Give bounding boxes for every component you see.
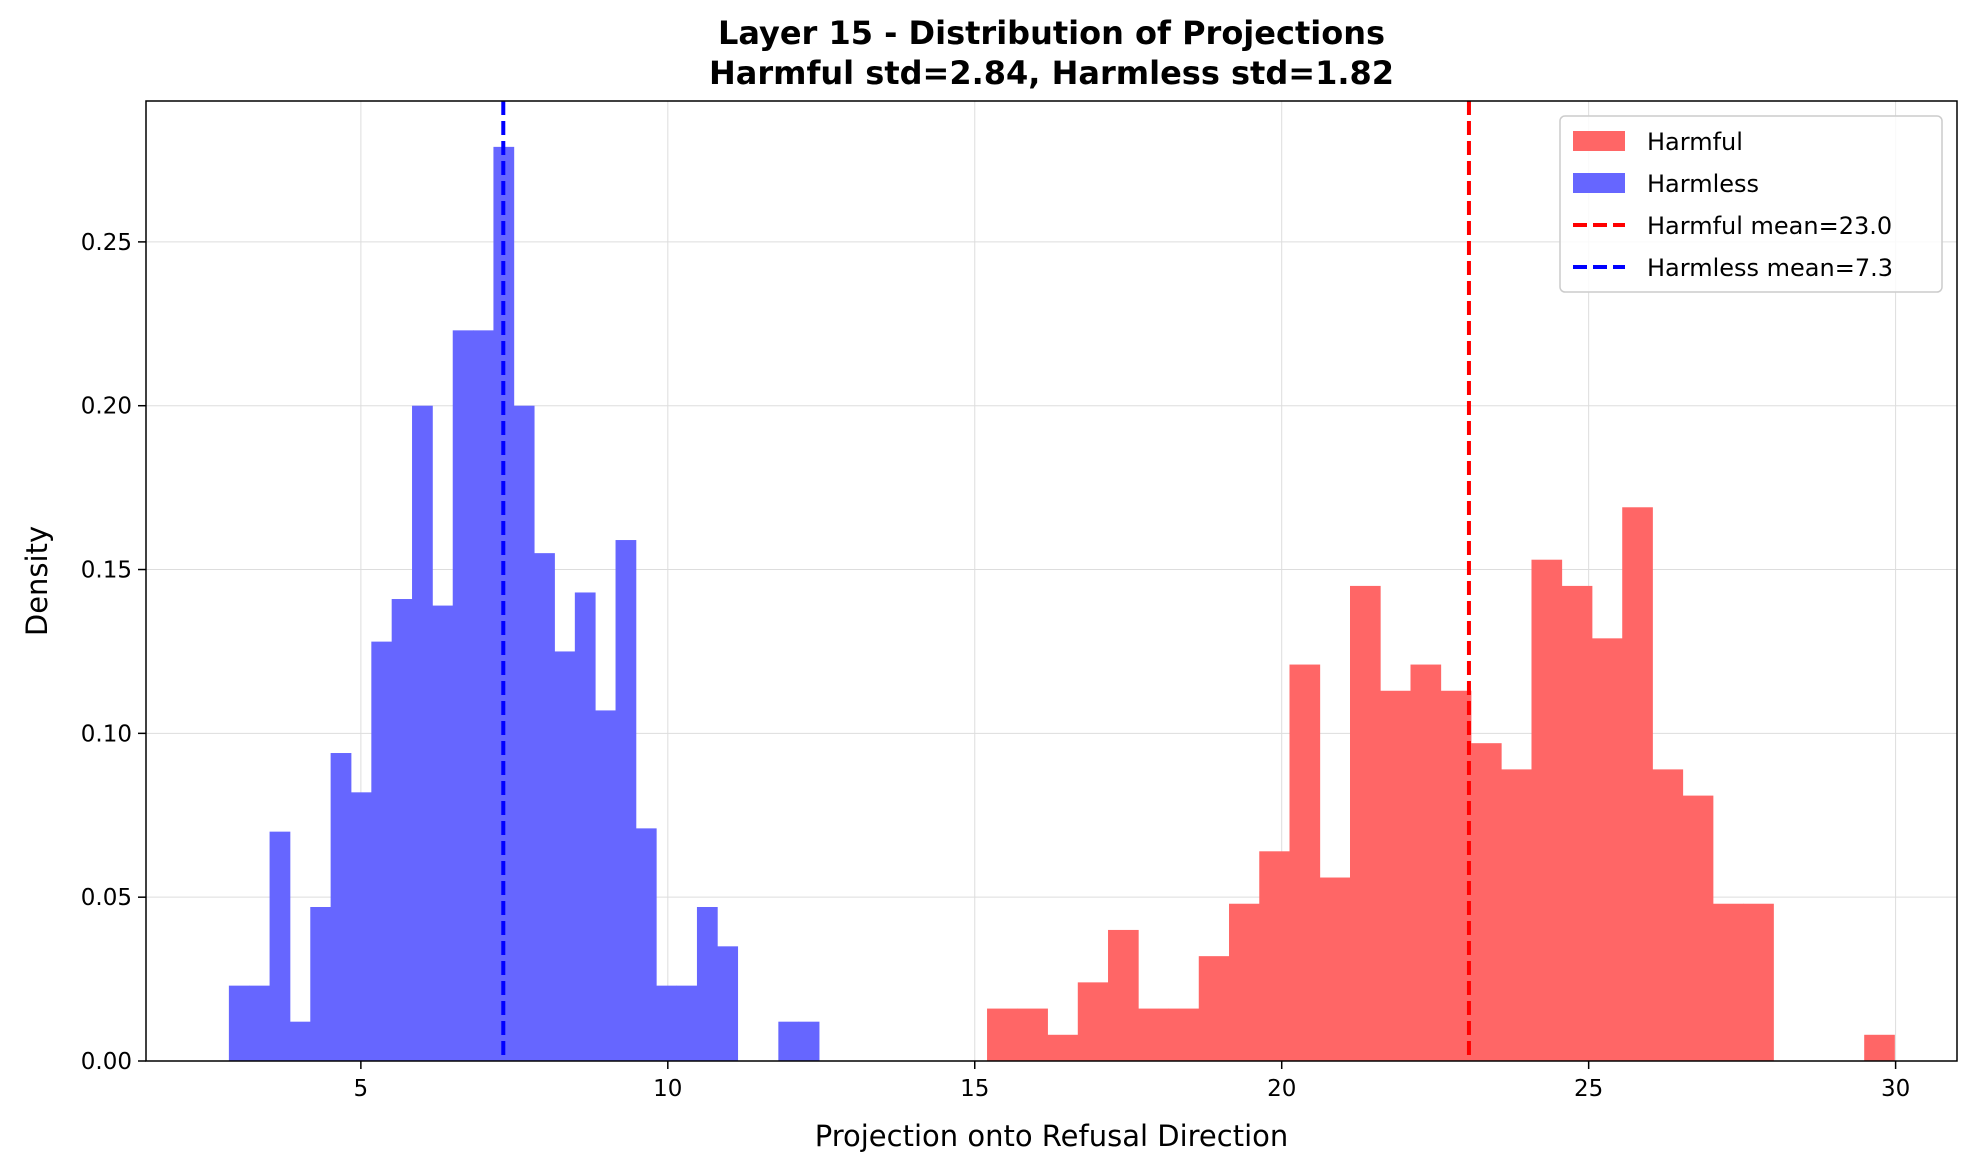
- harmless-bar: [778, 1021, 800, 1061]
- chart-title: Layer 15 - Distribution of Projections: [718, 14, 1385, 52]
- harmless-bar: [798, 1021, 820, 1061]
- legend-label: Harmful: [1647, 128, 1743, 156]
- legend-swatch-harmful: [1573, 131, 1625, 151]
- harmful-bar: [1591, 638, 1623, 1061]
- harmful-bar: [1470, 743, 1502, 1061]
- legend-box: [1559, 115, 1943, 293]
- harmless-bar: [554, 651, 576, 1061]
- harmful-bar: [1380, 690, 1411, 1061]
- harmless-bar: [269, 831, 291, 1061]
- harmful-bar: [1531, 559, 1563, 1061]
- harmful-bar: [1864, 1034, 1895, 1061]
- harmless-bar: [513, 405, 535, 1061]
- legend-label: Harmless: [1647, 170, 1759, 198]
- y-axis-label: Density: [20, 526, 54, 636]
- harmful-bar: [1168, 1008, 1200, 1061]
- plot-frame: [145, 100, 1958, 1062]
- legend-label: Harmless mean=7.3: [1647, 254, 1893, 282]
- y-tick-label: 0.15: [81, 558, 132, 584]
- mean-lines: [501, 101, 1471, 1061]
- harmful-bar: [1047, 1034, 1079, 1061]
- harmless-bar: [432, 605, 454, 1061]
- harmless-bar: [656, 985, 677, 1061]
- harmful-bar: [1501, 769, 1532, 1061]
- x-axis-label: Projection onto Refusal Direction: [815, 1119, 1289, 1153]
- harmless-bar: [412, 405, 433, 1061]
- harmful-bar: [1561, 585, 1593, 1061]
- harmful-bar: [1229, 903, 1260, 1061]
- harmless-bar: [289, 1021, 311, 1061]
- harmless-bar: [574, 592, 596, 1061]
- y-tick-label: 0.00: [81, 1049, 132, 1075]
- x-tick-label: 20: [1267, 1076, 1296, 1102]
- harmful-bar: [1743, 903, 1774, 1061]
- x-tick-label: 25: [1574, 1076, 1603, 1102]
- harmful-bars: [987, 507, 1895, 1061]
- harmful-bar: [1350, 585, 1381, 1061]
- y-tick-label: 0.25: [81, 230, 132, 256]
- harmful-bar: [1108, 929, 1139, 1061]
- x-axis-ticks: 5 10 15 20 25 30: [354, 1061, 1910, 1102]
- x-tick-label: 30: [1881, 1076, 1910, 1102]
- harmful-bar: [1410, 664, 1442, 1061]
- harmful-bar: [1259, 851, 1290, 1061]
- x-tick-label: 10: [653, 1076, 682, 1102]
- harmless-bar: [350, 792, 372, 1061]
- harmful-bar: [1319, 877, 1351, 1061]
- harmful-bar: [987, 1008, 1018, 1061]
- harmless-bar: [228, 985, 250, 1061]
- harmful-bar: [1077, 982, 1109, 1061]
- harmless-bar: [696, 907, 718, 1061]
- y-axis-ticks: 0.00 0.05 0.10 0.15 0.20 0.25: [81, 230, 146, 1075]
- y-tick-label: 0.05: [81, 885, 132, 911]
- harmful-bar: [1198, 956, 1230, 1061]
- harmless-bar: [391, 599, 413, 1061]
- harmless-bar: [595, 710, 616, 1061]
- legend-swatch-harmless: [1573, 173, 1625, 193]
- harmless-bar: [615, 540, 637, 1061]
- y-tick-label: 0.10: [81, 721, 132, 747]
- harmful-bar: [1289, 664, 1321, 1061]
- harmless-bar: [534, 553, 555, 1061]
- harmless-bar: [473, 330, 494, 1061]
- harmless-bar: [310, 907, 332, 1061]
- harmless-bar: [676, 985, 698, 1061]
- harmless-bar: [249, 985, 270, 1061]
- harmful-bar: [1682, 795, 1714, 1061]
- harmful-bar: [1017, 1008, 1048, 1061]
- y-tick-label: 0.20: [81, 394, 132, 420]
- x-tick-label: 5: [354, 1076, 369, 1102]
- harmless-bar: [717, 946, 739, 1061]
- harmful-bar: [1652, 769, 1684, 1061]
- harmless-bar: [452, 330, 474, 1061]
- harmless-bar: [330, 753, 352, 1061]
- harmless-bar: [635, 828, 657, 1061]
- x-tick-label: 15: [960, 1076, 989, 1102]
- harmful-bar: [1440, 690, 1472, 1061]
- harmful-bar: [1138, 1008, 1169, 1061]
- harmful-bar: [1622, 507, 1653, 1061]
- legend: Harmful Harmless Harmful mean=23.0 Harmless…: [1559, 115, 1943, 293]
- harmless-bar: [371, 641, 393, 1061]
- harmless-bars: [228, 146, 820, 1061]
- harmful-bar: [1712, 903, 1744, 1061]
- legend-label: Harmful mean=23.0: [1647, 212, 1892, 240]
- chart-subtitle: Harmful std=2.84, Harmless std=1.82: [709, 54, 1394, 92]
